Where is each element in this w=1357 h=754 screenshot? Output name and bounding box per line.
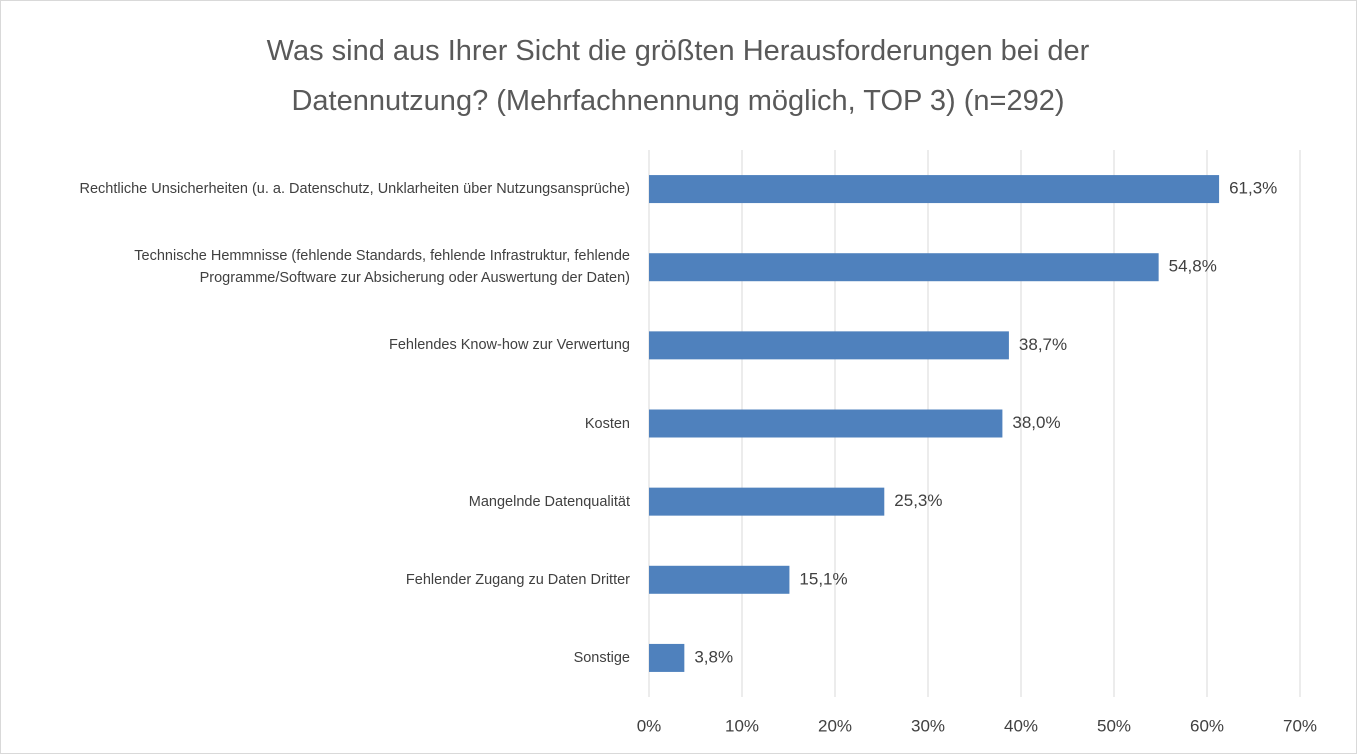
x-tick-label: 50% bbox=[1097, 716, 1131, 735]
bar bbox=[649, 565, 790, 594]
x-tick-label: 20% bbox=[818, 716, 852, 735]
y-tick-label: Sonstige bbox=[573, 649, 630, 666]
bar bbox=[649, 331, 1009, 360]
x-tick-label: 40% bbox=[1004, 716, 1038, 735]
x-tick-label: 0% bbox=[637, 716, 662, 735]
bar bbox=[649, 253, 1159, 282]
bar bbox=[649, 487, 885, 516]
x-tick-label: 30% bbox=[911, 716, 945, 735]
data-label: 25,3% bbox=[894, 491, 942, 510]
y-tick-label: Technische Hemmnisse (fehlende Standards… bbox=[134, 248, 630, 287]
y-tick-label: Kosten bbox=[584, 415, 630, 432]
data-label: 38,0% bbox=[1012, 413, 1060, 432]
chart-title: Was sind aus Ihrer Sicht die größten Her… bbox=[266, 35, 1090, 117]
bar bbox=[649, 175, 1220, 204]
data-label: 3,8% bbox=[694, 647, 733, 666]
x-tick-label: 70% bbox=[1283, 716, 1317, 735]
data-label: 15,1% bbox=[799, 569, 847, 588]
y-tick-label: Fehlendes Know-how zur Verwertung bbox=[389, 337, 630, 354]
y-tick-label: Fehlender Zugang zu Daten Dritter bbox=[405, 571, 630, 588]
x-tick-label: 60% bbox=[1190, 716, 1224, 735]
data-label: 61,3% bbox=[1229, 179, 1277, 198]
bar bbox=[649, 409, 1003, 438]
data-label: 38,7% bbox=[1019, 335, 1067, 354]
x-tick-label: 10% bbox=[725, 716, 759, 735]
bar bbox=[649, 643, 685, 672]
y-tick-label: Mangelnde Datenqualität bbox=[468, 493, 630, 510]
y-tick-label: Rechtliche Unsicherheiten (u. a. Datensc… bbox=[79, 181, 631, 198]
data-label: 54,8% bbox=[1169, 257, 1217, 276]
